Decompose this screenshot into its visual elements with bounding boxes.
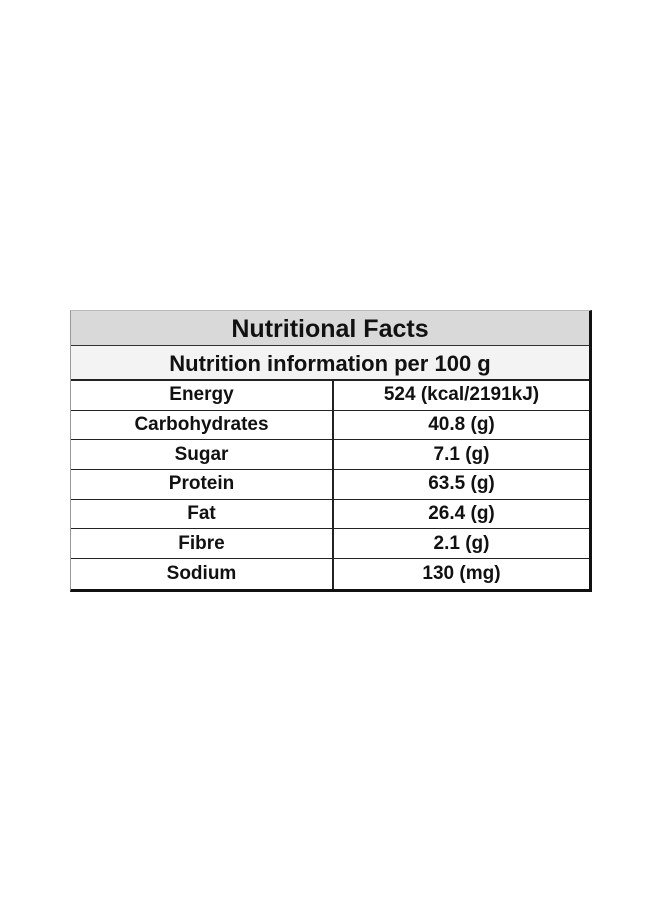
nutrient-name: Protein (71, 470, 334, 499)
table-row: Energy 524 (kcal/2191kJ) (71, 381, 589, 411)
table-title: Nutritional Facts (71, 311, 589, 346)
nutrient-value: 7.1 (g) (433, 443, 490, 465)
nutrient-name: Fat (71, 499, 334, 529)
table-row: Fat 26.4 (g) (71, 499, 589, 530)
nutrition-table: Nutritional Facts Nutrition information … (70, 310, 592, 592)
nutrient-name: Sugar (71, 440, 334, 470)
nutrient-name: Carbohydrates (71, 410, 334, 440)
table-row: Carbohydrates 40.8 (g) (71, 410, 589, 441)
table-row: Sodium 130 (mg) (71, 559, 589, 589)
nutrient-value: 63.5 (g) (428, 473, 495, 495)
table-body: Energy 524 (kcal/2191kJ) Carbohydrates 40.8… (71, 381, 589, 589)
table-row: Protein 63.5 (g) (71, 470, 589, 500)
nutrient-value: 40.8 (g) (428, 414, 495, 436)
nutrient-value: 524 (kcal/2191kJ) (383, 384, 540, 406)
nutrient-value: 26.4 (g) (428, 503, 495, 525)
nutrient-value: 130 (mg) (422, 562, 501, 584)
nutrient-name: Sodium (71, 559, 334, 589)
nutrient-name: Fibre (71, 529, 334, 559)
table-row: Fibre 2.1 (g) (71, 529, 589, 560)
table-subtitle: Nutrition information per 100 g (71, 346, 589, 381)
nutrient-value: 2.1 (g) (433, 532, 490, 554)
table-row: Sugar 7.1 (g) (71, 440, 589, 471)
nutrient-name: Energy (71, 381, 334, 410)
